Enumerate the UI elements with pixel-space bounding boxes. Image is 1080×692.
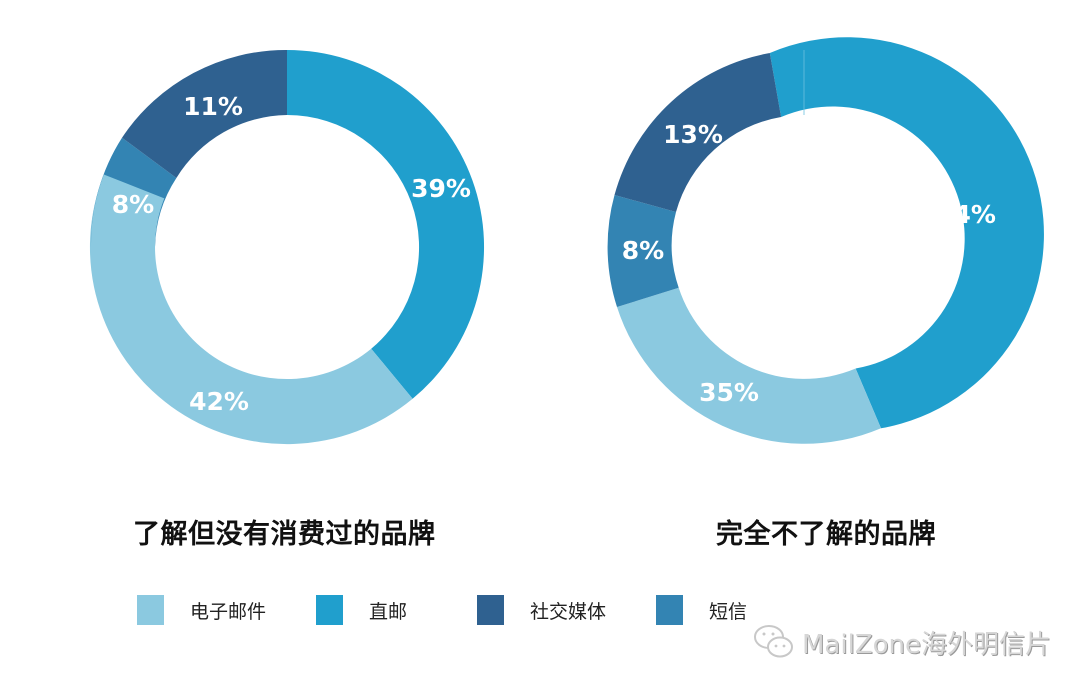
- donut-chart-left: 39% 42% 8% 11%: [89, 49, 485, 445]
- segment-social-media: [614, 53, 782, 212]
- legend-label: 直邮: [369, 600, 408, 623]
- segment-sms: [607, 195, 679, 307]
- legend-swatch: [477, 595, 505, 625]
- legend-label: 电子邮件: [190, 600, 267, 623]
- label-social-media: 11%: [183, 92, 243, 121]
- label-direct-mail: 44%: [936, 200, 996, 229]
- legend: 电子邮件 直邮 社交媒体 短信: [137, 595, 797, 625]
- label-sms: 8%: [622, 236, 664, 265]
- legend-label: 短信: [709, 600, 748, 623]
- donut-chart-right: 44% 35% 8% 13%: [607, 37, 1044, 444]
- watermark: MailZone海外明信片: [752, 622, 1051, 662]
- legend-swatch: [316, 595, 344, 625]
- segment-email: [617, 287, 881, 444]
- legend-item-direct-mail: 直邮: [316, 595, 407, 625]
- chart-title-right: 完全不了解的品牌: [716, 519, 936, 550]
- chart-title-left: 了解但没有消费过的品牌: [133, 519, 436, 550]
- segment-direct-mail: [769, 37, 1044, 429]
- label-direct-mail: 39%: [411, 174, 471, 203]
- segment-direct-mail: [287, 49, 485, 399]
- segment-email: [89, 174, 413, 445]
- segment-social-media: [122, 49, 287, 178]
- segment-email-ext: [90, 174, 165, 247]
- label-email: 42%: [189, 387, 249, 416]
- legend-item-sms: 短信: [656, 595, 747, 625]
- wechat-icon: [754, 625, 793, 658]
- legend-item-email: 电子邮件: [137, 595, 266, 625]
- label-email: 35%: [699, 378, 759, 407]
- label-sms: 8%: [112, 190, 154, 219]
- legend-label: 社交媒体: [530, 600, 607, 623]
- legend-item-social-media: 社交媒体: [477, 595, 606, 625]
- watermark-text: MailZone海外明信片: [802, 629, 1052, 660]
- legend-swatch: [137, 595, 164, 625]
- label-social-media: 13%: [663, 120, 723, 149]
- legend-swatch: [656, 595, 684, 625]
